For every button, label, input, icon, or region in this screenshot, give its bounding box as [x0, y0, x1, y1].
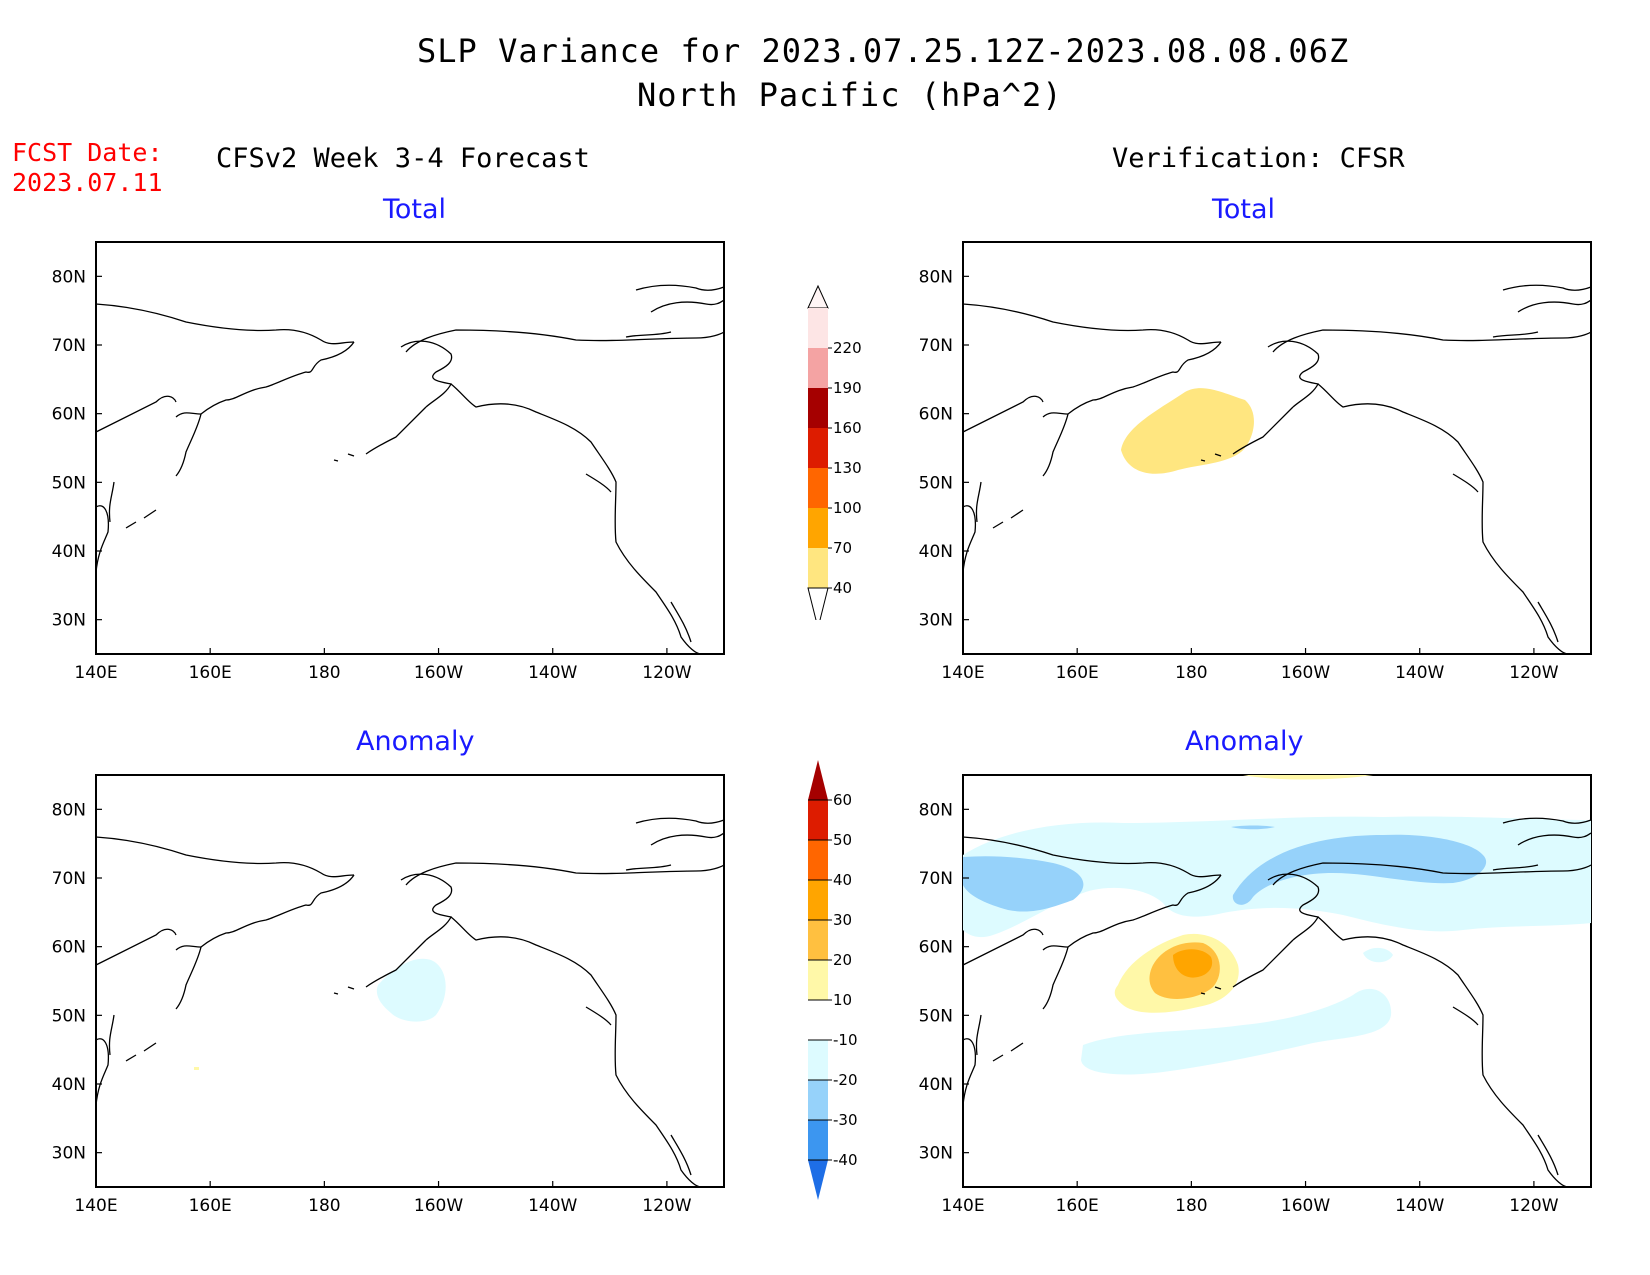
- coastline-segment: [175, 413, 202, 477]
- coastline-group: [95, 284, 725, 655]
- title-line-2: North Pacific (hPa^2): [637, 76, 1063, 114]
- coastline-segment: [400, 340, 453, 408]
- coastline-segment: [450, 383, 702, 655]
- verification-model-label: Verification: CFSR: [1112, 143, 1405, 174]
- forecast-model-label: CFSv2 Week 3-4 Forecast: [216, 143, 590, 174]
- coastline-segment: [625, 331, 672, 338]
- panel-title-verification-total: Total: [1212, 194, 1276, 225]
- panel-title-verification-anomaly: Anomaly: [1185, 726, 1304, 757]
- coastline-segment: [125, 509, 157, 529]
- coastline-segment: [670, 601, 692, 643]
- coastline-segment: [365, 406, 427, 455]
- map-frame: [95, 241, 725, 655]
- panel-forecast-total: [95, 241, 725, 655]
- coastline-segment: [635, 284, 725, 291]
- coastline-segment: [405, 329, 725, 353]
- panel-title-forecast-total: Total: [383, 194, 447, 225]
- coastline-segment: [108, 481, 115, 523]
- fcst-date-label: FCST Date:: [12, 138, 163, 167]
- panel-title-forecast-anomaly: Anomaly: [356, 726, 475, 757]
- coastline-segment: [95, 395, 177, 433]
- coastline-segment: [95, 303, 355, 345]
- coastline-segment: [585, 473, 612, 493]
- coastline-segment: [333, 453, 355, 462]
- fcst-date-value: 2023.07.11: [12, 168, 163, 197]
- coastline-segment: [95, 505, 110, 573]
- coastline-segment: [650, 299, 725, 313]
- title-line-1: SLP Variance for 2023.07.25.12Z-2023.08.…: [417, 32, 1350, 70]
